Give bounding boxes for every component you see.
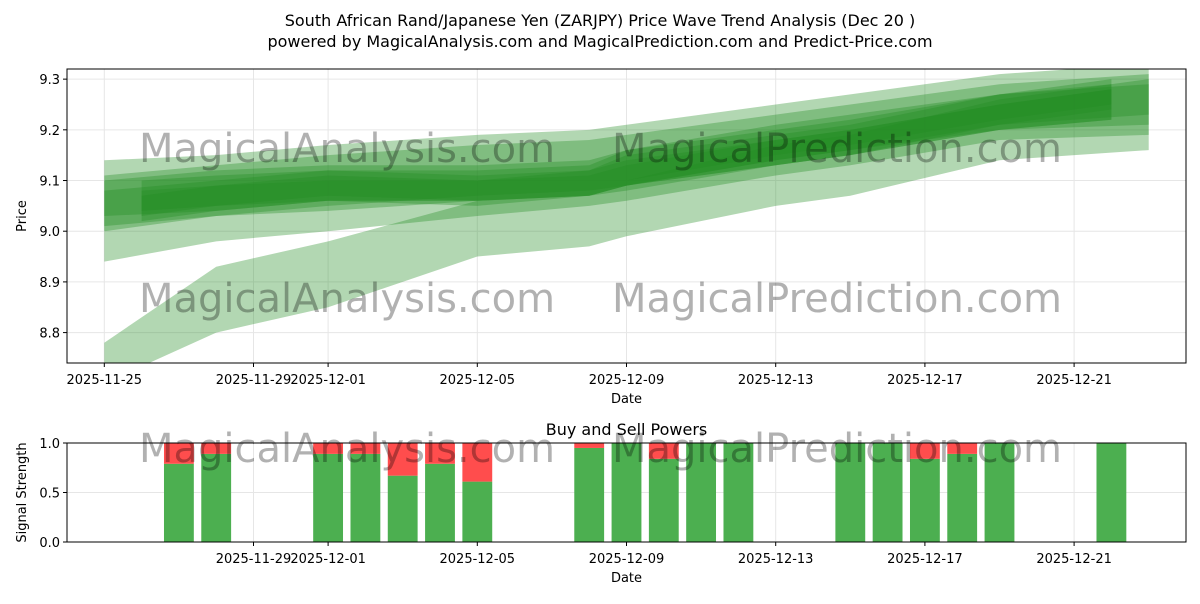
buy-bar xyxy=(462,481,493,542)
buy-bar xyxy=(350,453,381,542)
y-tick-label: 9.2 xyxy=(39,124,60,139)
y-axis-label: Price xyxy=(15,200,30,232)
buy-bar xyxy=(313,453,344,542)
x-tick-label: 2025-12-17 xyxy=(887,373,963,388)
buy-bar xyxy=(835,443,866,542)
sell-bar xyxy=(313,443,344,454)
buy-bar xyxy=(872,443,903,542)
sell-bar xyxy=(163,443,194,464)
x-tick-label: 2025-12-21 xyxy=(1036,373,1112,388)
wave-band xyxy=(104,84,1149,216)
y-tick-label: 9.1 xyxy=(39,175,60,190)
wave-band xyxy=(104,69,1149,262)
watermark-low-left: MagicalAnalysis.com xyxy=(139,426,555,472)
watermark-top-left: MagicalAnalysis.com xyxy=(139,126,555,172)
x-tick-label: 2025-11-25 xyxy=(67,373,143,388)
sell-bar xyxy=(462,443,493,482)
y-tick-label: 1.0 xyxy=(39,437,60,452)
x-tick-label: 2025-12-01 xyxy=(290,552,366,567)
x-tick-label: 2025-12-21 xyxy=(1036,552,1112,567)
x-tick-label: 2025-11-29 xyxy=(216,552,292,567)
chart-subtitle: powered by MagicalAnalysis.com and Magic… xyxy=(267,32,932,51)
wave-band xyxy=(104,84,1112,232)
sell-bar xyxy=(201,443,232,454)
x-tick-label: 2025-12-05 xyxy=(440,552,516,567)
y-tick-label: 0.5 xyxy=(39,487,60,502)
wave-band xyxy=(104,79,1149,363)
x-tick-label: 2025-12-17 xyxy=(887,552,963,567)
sell-bar xyxy=(909,443,940,459)
sell-bar xyxy=(387,443,418,476)
sell-bar xyxy=(574,443,605,448)
wave-band xyxy=(141,79,1112,211)
buy-bar xyxy=(201,453,232,542)
y-tick-label: 8.8 xyxy=(39,327,60,342)
watermark-mid-left: MagicalAnalysis.com xyxy=(139,276,555,322)
x-axis-label: Date xyxy=(611,571,642,586)
watermark-layer: MagicalAnalysis.com MagicalPrediction.co… xyxy=(139,126,1062,472)
buy-bar xyxy=(574,447,605,542)
y-axis-label: Signal Strength xyxy=(15,442,30,542)
wave-band-group xyxy=(104,69,1149,363)
wave-band xyxy=(104,74,1149,227)
x-tick-label: 2025-12-05 xyxy=(440,373,516,388)
x-tick-label: 2025-11-29 xyxy=(216,373,292,388)
watermark-top-right: MagicalPrediction.com xyxy=(612,126,1062,172)
y-tick-label: 9.0 xyxy=(39,225,60,240)
watermark-mid-right: MagicalPrediction.com xyxy=(612,276,1062,322)
buy-bar xyxy=(1096,443,1127,542)
x-tick-label: 2025-12-13 xyxy=(738,373,814,388)
sell-bar xyxy=(947,443,978,454)
sell-bar xyxy=(425,443,455,464)
watermark-low-right: MagicalPrediction.com xyxy=(612,426,1062,472)
x-tick-label: 2025-12-01 xyxy=(290,373,366,388)
buy-bar xyxy=(686,443,717,542)
sell-bar xyxy=(350,443,381,454)
x-tick-label: 2025-12-09 xyxy=(589,373,665,388)
buy-bar xyxy=(909,458,940,542)
y-tick-label: 8.9 xyxy=(39,276,60,291)
x-tick-label: 2025-12-09 xyxy=(589,552,665,567)
buy-bar xyxy=(611,443,642,542)
wave-band xyxy=(141,89,1112,222)
sell-bar xyxy=(648,443,679,459)
plot-frame xyxy=(66,442,1187,543)
y-tick-label: 0.0 xyxy=(39,536,60,551)
buy-bar xyxy=(723,443,754,542)
x-tick-label: 2025-12-13 xyxy=(738,552,814,567)
buy-bar xyxy=(648,458,679,542)
x-axis-label: Date xyxy=(611,392,642,407)
chart-title: South African Rand/Japanese Yen (ZARJPY)… xyxy=(285,11,916,30)
buy-bar xyxy=(947,453,978,542)
wave-band xyxy=(141,89,1112,216)
buy-bar xyxy=(984,443,1015,542)
buy-bar xyxy=(387,475,418,542)
buy-bar xyxy=(163,463,194,542)
y-tick-label: 9.3 xyxy=(39,73,60,88)
plot-frame xyxy=(66,68,1187,364)
buy-bar xyxy=(425,463,455,542)
signal-chart-title: Buy and Sell Powers xyxy=(546,420,708,439)
